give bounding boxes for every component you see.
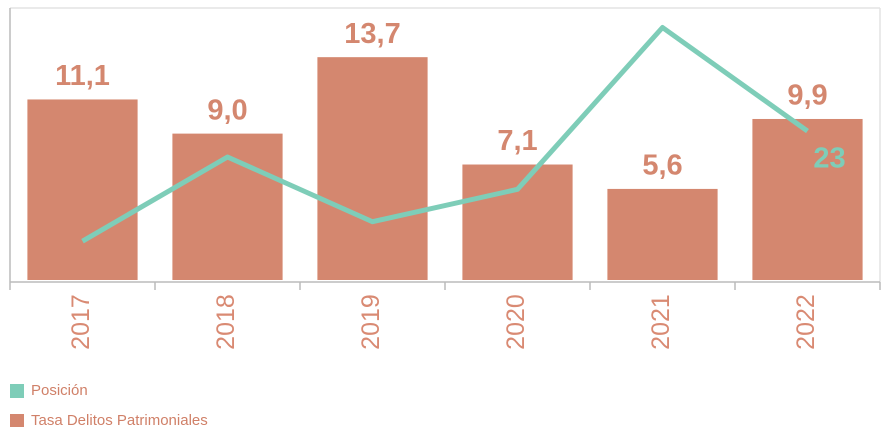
bar (607, 188, 718, 280)
legend-label: Tasa Delitos Patrimoniales (31, 412, 208, 427)
bar (462, 164, 573, 280)
legend-swatch (10, 414, 24, 427)
line-value-label: 23 (813, 143, 845, 175)
bar-value-label: 5,6 (642, 150, 682, 182)
bar (317, 57, 428, 281)
bar (752, 118, 863, 280)
bar-value-label: 7,1 (497, 125, 537, 157)
bar-value-label: 9,0 (207, 94, 247, 126)
x-tick-label: 2020 (502, 294, 530, 350)
x-tick-label: 2017 (67, 294, 95, 350)
x-tick-label: 2018 (212, 294, 240, 350)
line (81, 24, 809, 244)
bar-value-label: 13,7 (344, 18, 400, 50)
x-tick-label: 2019 (357, 294, 385, 350)
bar-value-label: 11,1 (55, 60, 110, 92)
legend-label: Posición (31, 382, 88, 399)
bar-value-label: 9,9 (787, 80, 827, 112)
legend-swatch (10, 384, 24, 398)
bar (27, 99, 138, 281)
x-tick-label: 2022 (792, 294, 820, 350)
x-tick-label: 2021 (647, 294, 675, 350)
